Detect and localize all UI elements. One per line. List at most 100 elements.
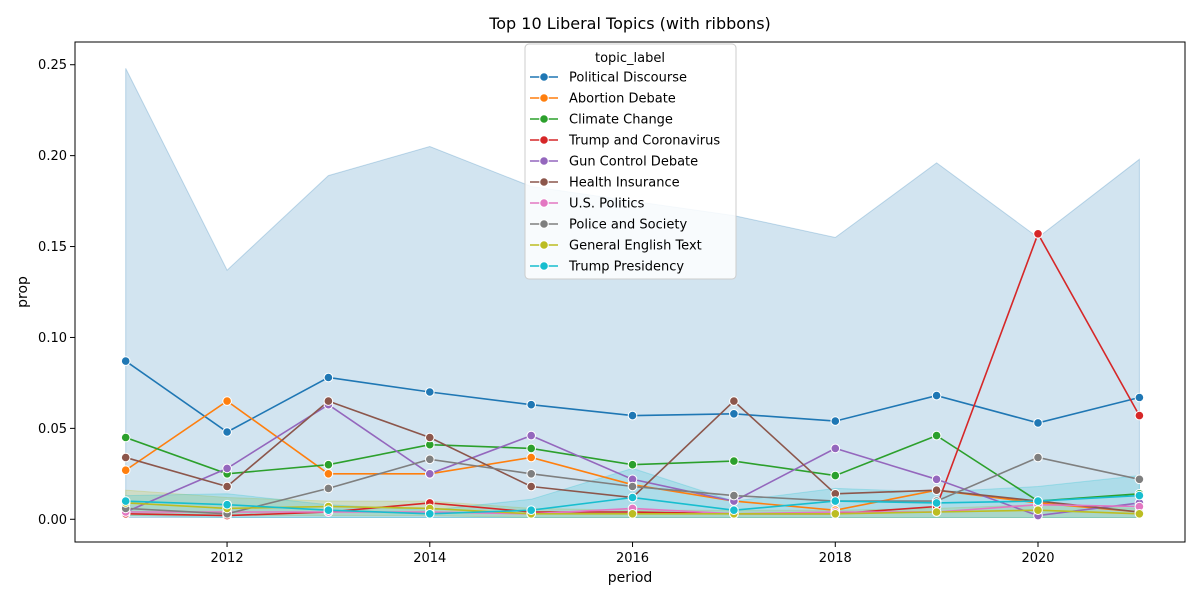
x-axis-label: period [608, 570, 653, 586]
data-point-political-discourse-2013 [323, 372, 334, 383]
data-point-political-discourse-2011 [120, 356, 131, 366]
data-point-climate-change-2011 [120, 432, 131, 443]
data-point-health-insurance-2017 [729, 396, 739, 406]
data-point-trump-presidency-2012 [222, 499, 232, 510]
x-axis: 2012 2014 2016 2018 2020 [211, 542, 1055, 566]
legend-swatch-marker [539, 240, 549, 250]
legend-label: Police and Society [569, 218, 687, 233]
y-axis-label: prop [15, 276, 31, 308]
x-tick-label-2014: 2014 [413, 551, 446, 566]
data-point-police-and-society-2020 [1033, 452, 1043, 463]
data-point-gun-control-debate-2012 [222, 463, 232, 474]
data-point-gun-control-debate-2015 [526, 430, 537, 441]
legend-swatch-marker [539, 198, 549, 208]
legend-swatch-marker [539, 72, 549, 82]
data-point-gun-control-debate-2018 [830, 443, 841, 454]
data-point-gun-control-debate-2014 [425, 469, 435, 479]
plot-frame [74, 41, 1186, 543]
legend-items: Political Discourse Abortion Debate Climat… [530, 71, 720, 275]
legend-item-u-s-politics: U.S. Politics [530, 197, 645, 212]
y-tick-label-2: 0.10 [38, 331, 67, 346]
data-point-trump-presidency-2013 [323, 505, 334, 516]
legend-item-trump-presidency: Trump Presidency [530, 260, 684, 275]
data-point-police-and-society-2017 [729, 490, 739, 501]
legend-label: Health Insurance [569, 176, 680, 191]
chart-title: Top 10 Liberal Topics (with ribbons) [488, 14, 771, 33]
data-point-trump-and-coronavirus-2021 [1134, 410, 1145, 421]
data-point-trump-presidency-2011 [120, 496, 131, 506]
data-point-trump-presidency-2019 [931, 498, 942, 508]
legend-label: Trump Presidency [568, 260, 684, 275]
data-point-climate-change-2015 [526, 443, 537, 454]
data-point-political-discourse-2014 [425, 387, 435, 397]
data-point-political-discourse-2020 [1033, 418, 1043, 428]
data-point-gun-control-debate-2019 [931, 474, 942, 485]
legend-title: topic_label [595, 51, 665, 66]
data-point-trump-and-coronavirus-2020 [1033, 229, 1043, 239]
legend-swatch-marker [539, 114, 549, 124]
data-point-political-discourse-2012 [222, 427, 232, 437]
data-point-political-discourse-2019 [931, 390, 942, 401]
data-point-abortion-debate-2012 [222, 396, 232, 406]
data-point-police-and-society-2013 [323, 483, 334, 494]
legend-item-police-and-society: Police and Society [530, 218, 687, 233]
x-tick-label-2012: 2012 [211, 551, 244, 566]
data-point-general-english-text-2020 [1033, 505, 1043, 516]
legend-label: Trump and Coronavirus [568, 134, 720, 149]
data-point-health-insurance-2014 [425, 432, 435, 443]
legend-label: Gun Control Debate [569, 155, 698, 170]
data-point-political-discourse-2018 [830, 416, 841, 426]
data-point-general-english-text-2019 [931, 507, 942, 517]
data-point-trump-presidency-2021 [1134, 490, 1145, 501]
data-point-political-discourse-2017 [729, 409, 739, 419]
data-point-general-english-text-2016 [627, 509, 638, 519]
legend-label: Climate Change [569, 113, 673, 128]
data-point-police-and-society-2016 [627, 481, 638, 492]
data-point-abortion-debate-2015 [526, 452, 537, 463]
legend-item-climate-change: Climate Change [530, 113, 673, 128]
data-point-trump-presidency-2016 [627, 492, 638, 503]
data-point-general-english-text-2018 [830, 509, 841, 519]
data-point-police-and-society-2015 [526, 469, 537, 479]
data-point-climate-change-2019 [931, 430, 942, 441]
data-point-climate-change-2016 [627, 459, 638, 470]
data-point-health-insurance-2012 [222, 481, 232, 492]
legend-label: Abortion Debate [569, 92, 676, 107]
data-point-health-insurance-2015 [526, 481, 537, 492]
data-point-climate-change-2013 [323, 459, 334, 470]
y-tick-label-0: 0.00 [38, 513, 67, 528]
y-tick-label-5: 0.25 [38, 58, 67, 73]
data-point-climate-change-2017 [729, 456, 739, 466]
legend-label: Political Discourse [569, 71, 687, 86]
legend-swatch-marker [539, 156, 549, 166]
x-tick-label-2018: 2018 [819, 551, 852, 566]
data-point-climate-change-2018 [830, 470, 841, 481]
legend-item-abortion-debate: Abortion Debate [530, 92, 676, 107]
legend-label: U.S. Politics [569, 197, 645, 212]
y-tick-label-4: 0.20 [38, 149, 67, 164]
data-point-health-insurance-2011 [120, 452, 131, 463]
legend-item-gun-control-debate: Gun Control Debate [530, 155, 698, 170]
y-axis: 0.00 0.05 0.10 0.15 0.20 0.25 [38, 58, 75, 528]
data-point-trump-presidency-2015 [526, 505, 537, 516]
x-tick-label-2016: 2016 [616, 551, 649, 566]
data-point-trump-presidency-2018 [830, 496, 841, 506]
data-point-general-english-text-2021 [1134, 509, 1145, 519]
legend-item-general-english-text: General English Text [530, 239, 702, 254]
data-point-abortion-debate-2011 [120, 465, 131, 476]
data-point-trump-presidency-2014 [425, 509, 435, 519]
series-points [120, 229, 1145, 521]
legend-label: General English Text [569, 239, 702, 254]
legend-swatch-marker [539, 135, 549, 145]
data-point-abortion-debate-2013 [323, 469, 334, 479]
legend-swatch-marker [539, 261, 549, 271]
legend-item-political-discourse: Political Discourse [530, 71, 687, 86]
data-point-trump-presidency-2017 [729, 505, 739, 516]
data-point-police-and-society-2014 [425, 454, 435, 465]
legend: topic_label Political Discourse Abortion … [524, 43, 737, 280]
data-point-police-and-society-2021 [1134, 474, 1145, 485]
y-tick-label-1: 0.05 [38, 422, 67, 437]
legend-item-trump-and-coronavirus: Trump and Coronavirus [530, 134, 720, 149]
